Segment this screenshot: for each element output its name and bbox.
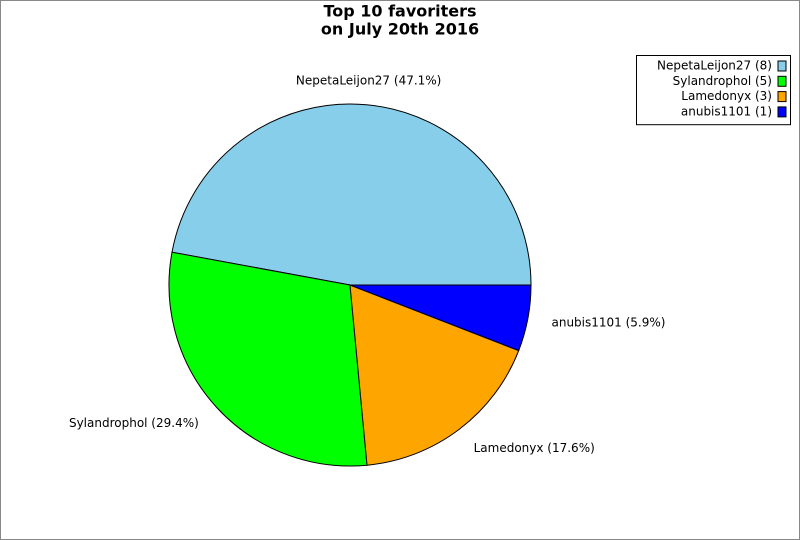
slice-label: NepetaLeijon27 (47.1%) [296, 73, 441, 87]
legend-swatch [777, 75, 787, 87]
legend-swatch [777, 91, 787, 103]
chart-title: Top 10 favoriters [323, 2, 476, 21]
legend-label: Lamedonyx (3) [681, 89, 772, 103]
chart-subtitle: on July 20th 2016 [321, 20, 479, 39]
pie-slice [349, 284, 520, 466]
legend-swatch [777, 106, 787, 118]
pie-slice [349, 284, 532, 352]
legend-label: NepetaLeijon27 (8) [657, 59, 772, 73]
pie-slice [168, 251, 368, 467]
legend-swatch [777, 60, 787, 72]
legend-label: Sylandrophol (5) [673, 74, 772, 88]
slice-label: anubis1101 (5.9%) [551, 315, 665, 329]
pie-slice [171, 103, 532, 286]
slice-label: Lamedonyx (17.6%) [474, 441, 595, 455]
slice-label: Sylandrophol (29.4%) [69, 416, 199, 430]
legend-box [636, 55, 791, 126]
legend-label: anubis1101 (1) [681, 104, 772, 118]
